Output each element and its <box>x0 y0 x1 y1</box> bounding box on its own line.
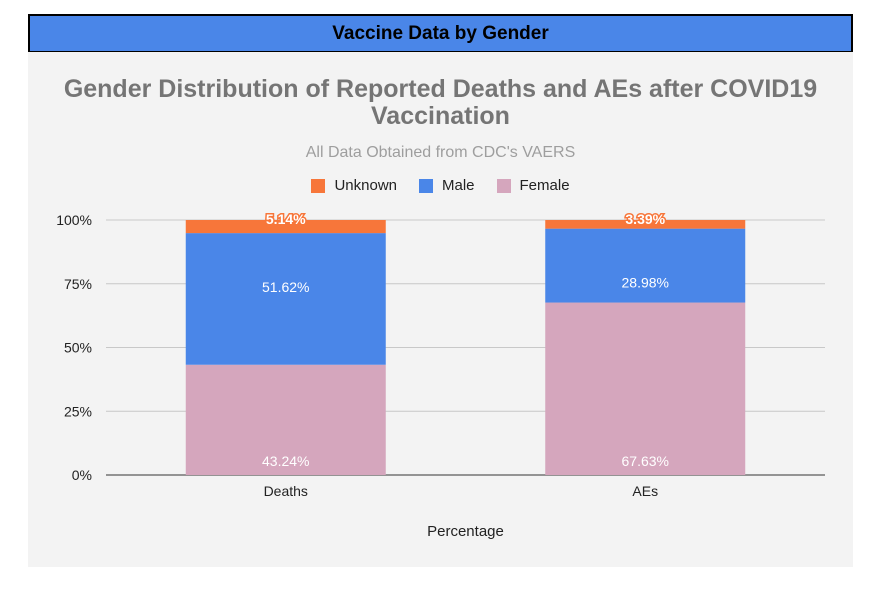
data-label: 51.62% <box>262 279 309 295</box>
y-tick-label: 75% <box>64 276 92 292</box>
legend-label-unknown: Unknown <box>334 177 397 194</box>
x-tick-label: AEs <box>632 483 658 499</box>
legend-item-unknown[interactable]: Unknown <box>311 177 397 194</box>
data-label: 5.14% <box>266 211 306 227</box>
header-bar: Vaccine Data by Gender <box>28 14 853 53</box>
bar-segment-female <box>185 364 386 475</box>
chart-panel: Gender Distribution of Reported Deaths a… <box>28 52 853 567</box>
data-label: 67.63% <box>622 453 669 469</box>
data-label: 43.24% <box>262 453 309 469</box>
y-tick-label: 50% <box>64 340 92 356</box>
bar-segment-unknown <box>185 220 386 234</box>
legend-item-female[interactable]: Female <box>496 177 570 194</box>
legend-label-female: Female <box>519 177 570 194</box>
chart-legend: Unknown Male Female <box>28 177 853 194</box>
chart-subtitle: All Data Obtained from CDC's VAERS <box>305 144 576 161</box>
legend-label-male: Male <box>442 177 475 194</box>
legend-swatch-male <box>419 178 433 193</box>
chart-title: Gender Distribution of Reported Deaths a… <box>63 75 818 130</box>
y-tick-label: 100% <box>56 212 92 228</box>
data-label: 28.98% <box>622 275 669 291</box>
legend-swatch-unknown <box>311 178 326 193</box>
bar-segment-male <box>185 233 386 365</box>
header-title: Vaccine Data by Gender <box>332 22 549 44</box>
x-tick-label: Deaths <box>264 483 308 499</box>
legend-item-male[interactable]: Male <box>419 177 475 194</box>
bar-segment-male <box>545 228 746 303</box>
x-axis-title: Percentage <box>427 523 504 540</box>
bar-segment-female <box>545 302 746 475</box>
data-label: 3.39% <box>625 211 665 227</box>
bar-segment-unknown <box>545 220 746 229</box>
legend-swatch-female <box>496 178 511 193</box>
y-tick-label: 25% <box>64 403 92 419</box>
y-tick-label: 0% <box>72 467 92 483</box>
stacked-bar-chart: 0% 25% 50% 75% 100% 43.24% 51.62% 5.14% Deaths 67… <box>56 210 825 540</box>
